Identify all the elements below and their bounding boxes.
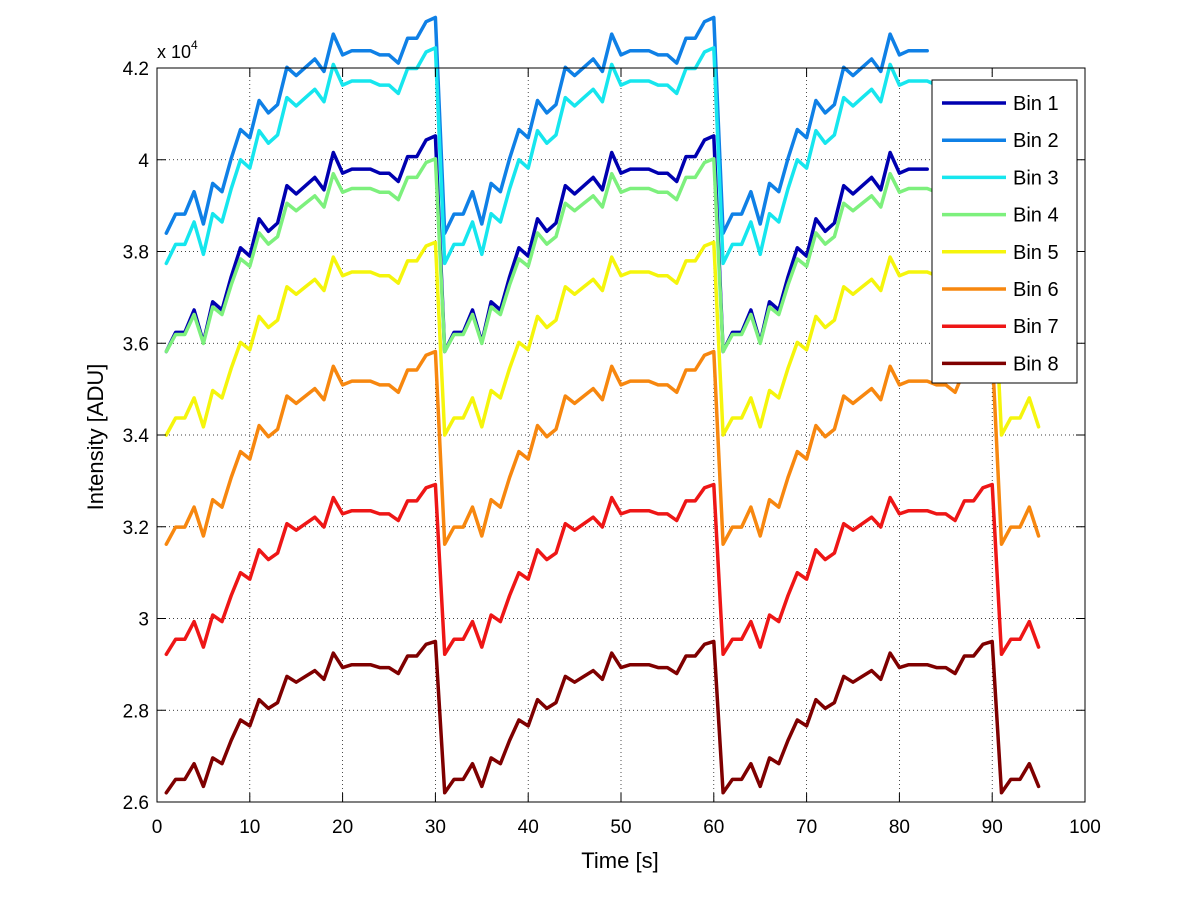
legend-label: Bin 5 <box>1013 242 1059 264</box>
series-line <box>164 482 1041 657</box>
y-tick-label: 3.8 <box>123 243 149 264</box>
y-tick-label: 3.6 <box>123 334 149 355</box>
grid <box>157 68 1085 802</box>
series-line <box>164 46 948 266</box>
legend-label: Bin 4 <box>1013 205 1059 227</box>
x-tick-label: 80 <box>889 817 910 838</box>
legend-label: Bin 2 <box>1013 130 1059 152</box>
series-layer <box>164 15 1041 795</box>
y-tick-label: 2.8 <box>123 701 149 722</box>
x-tick-label: 10 <box>239 817 260 838</box>
x-tick-label: 100 <box>1069 817 1101 838</box>
series-line <box>164 15 929 235</box>
legend-label: Bin 3 <box>1013 167 1059 189</box>
series-line <box>164 134 929 354</box>
legend: Bin 1 Bin 2 Bin 3 Bin 4 Bin 5 Bin 6 Bin 7 Bin 8 <box>931 79 1078 384</box>
legend-box <box>931 79 1078 384</box>
legend-label: Bin 6 <box>1013 279 1059 301</box>
legend-label: Bin 8 <box>1013 353 1059 375</box>
legend-label: Bin 1 <box>1013 93 1059 115</box>
x-tick-label: 0 <box>152 817 163 838</box>
series-line <box>164 639 1041 795</box>
y-tick-label: 3.4 <box>123 426 150 447</box>
y-tick-label: 2.6 <box>123 793 149 814</box>
x-tick-label: 90 <box>982 817 1003 838</box>
x-tick-label: 30 <box>425 817 446 838</box>
series-line <box>164 240 1041 437</box>
ticks: 0 10 20 30 40 50 60 70 80 90 100 2.6 2.8 3 3.2 3.4 3.6 3.… <box>123 59 1101 838</box>
x-tick-label: 70 <box>796 817 817 838</box>
y-tick-label: 3.2 <box>123 518 149 539</box>
y-multiplier-label: x 104 <box>157 38 198 62</box>
x-tick-label: 40 <box>518 817 539 838</box>
series-line <box>164 349 1041 546</box>
series-line <box>164 157 948 354</box>
x-axis-label: Time [s] <box>581 848 658 873</box>
x-tick-label: 60 <box>703 817 724 838</box>
x-tick-label: 50 <box>610 817 631 838</box>
legend-label: Bin 7 <box>1013 316 1059 338</box>
y-tick-label: 3 <box>138 610 149 631</box>
y-axis-label: Intensity [ADU] <box>83 364 108 511</box>
x-tick-label: 20 <box>332 817 353 838</box>
y-tick-label: 4 <box>138 151 149 172</box>
y-tick-label: 4.2 <box>123 59 149 80</box>
